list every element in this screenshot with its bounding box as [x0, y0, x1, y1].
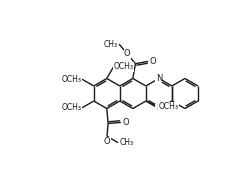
Text: OCH₃: OCH₃ [62, 75, 82, 84]
Text: O: O [150, 57, 156, 66]
Text: N: N [156, 74, 162, 83]
Text: N: N [156, 104, 162, 113]
Text: O: O [122, 118, 129, 127]
Text: OCH₃: OCH₃ [62, 103, 82, 112]
Text: O: O [124, 49, 131, 58]
Text: CH₃: CH₃ [103, 40, 117, 49]
Text: OCH₃: OCH₃ [114, 62, 134, 71]
Text: CH₃: CH₃ [120, 138, 134, 147]
Text: O: O [104, 137, 110, 146]
Text: OCH₃: OCH₃ [158, 102, 178, 111]
